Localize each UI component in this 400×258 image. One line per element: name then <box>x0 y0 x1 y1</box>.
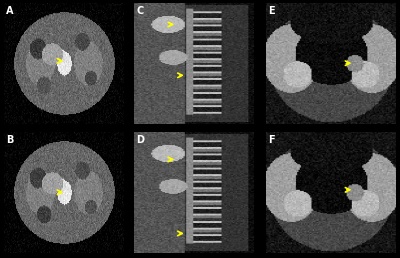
Text: B: B <box>6 135 14 145</box>
Text: C: C <box>136 6 144 16</box>
Text: D: D <box>136 135 144 145</box>
Text: F: F <box>269 135 275 145</box>
Text: E: E <box>269 6 275 16</box>
Text: A: A <box>6 6 14 16</box>
